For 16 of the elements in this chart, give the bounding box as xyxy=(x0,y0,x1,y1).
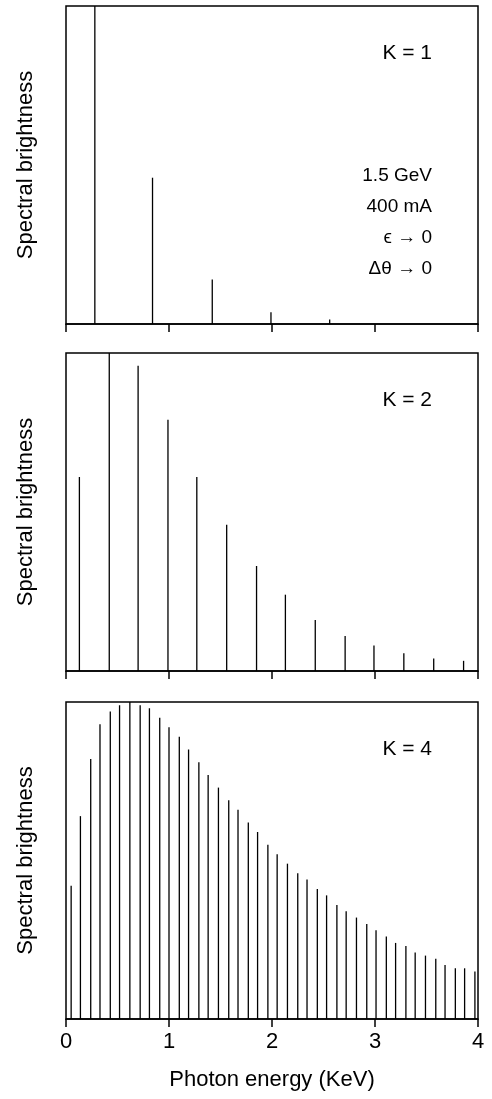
y-axis-title: Spectral brightness xyxy=(11,766,37,955)
x-tick-label: 2 xyxy=(265,1027,279,1053)
x-tick-label: 3 xyxy=(368,1027,382,1053)
x-tick-label: 4 xyxy=(471,1027,485,1053)
annotation: K = 2 xyxy=(382,386,433,410)
annotation: Δθ → 0 xyxy=(368,257,433,278)
x-tick-label: 1 xyxy=(162,1027,176,1053)
annotation: K = 1 xyxy=(382,39,433,63)
annotation: 400 mA xyxy=(366,195,433,216)
x-tick-label: 0 xyxy=(59,1027,73,1053)
annotation: K = 4 xyxy=(382,735,433,759)
annotation: ϵ → 0 xyxy=(383,226,433,247)
annotation: 1.5 GeV xyxy=(362,164,433,185)
y-axis-title: Spectral brightness xyxy=(11,417,37,607)
y-axis-title: Spectral brightness xyxy=(11,70,37,260)
x-axis-title: Photon energy (KeV) xyxy=(169,1065,375,1091)
